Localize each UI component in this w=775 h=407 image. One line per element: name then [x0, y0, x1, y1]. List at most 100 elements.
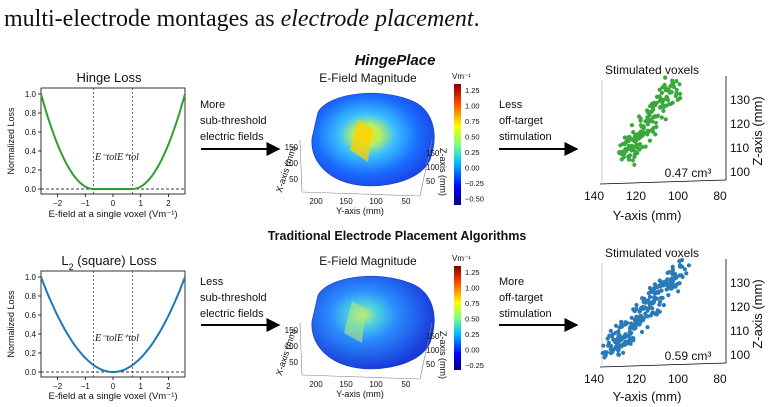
voxel-point	[670, 279, 675, 284]
voxel-point	[651, 103, 656, 109]
voxel-point	[654, 124, 659, 130]
voxel-point	[669, 90, 674, 95]
voxel-point	[667, 102, 672, 107]
brain-x-tick: 50	[402, 380, 411, 389]
voxel-point	[659, 115, 664, 120]
brain-y-tick: 100	[285, 342, 299, 351]
voxel-z-tick: 120	[730, 117, 750, 131]
voxel-point	[671, 84, 677, 90]
brain-x-tick: 50	[402, 197, 411, 206]
colorbar-tick-label: 1.25	[465, 268, 480, 277]
voxel-point	[633, 139, 639, 144]
voxel-z-tick: 100	[730, 348, 750, 362]
square-loss-curve	[40, 276, 186, 373]
voxel-point	[650, 289, 656, 294]
colorbar-tick-label: 0.75	[465, 299, 480, 308]
voxel-point	[651, 107, 656, 112]
voxel-point	[651, 115, 656, 120]
brain-x-tick: 200	[309, 380, 323, 389]
voxel-point	[660, 85, 665, 90]
voxel-point	[601, 343, 606, 348]
right-arrow-text-1: More	[499, 276, 524, 288]
voxel-x-tick: 140	[584, 189, 604, 203]
voxel-point	[653, 120, 659, 125]
intro-end: .	[474, 6, 480, 32]
voxel-z-tick: 110	[730, 141, 749, 155]
right-arrow-text-3: stimulation	[499, 308, 552, 320]
voxel-point	[640, 318, 646, 323]
brain-x-axis-label: Y-axis (mm)	[336, 206, 384, 216]
voxel-point	[614, 343, 620, 348]
voxel-point	[665, 97, 671, 103]
voxel-point	[632, 162, 637, 167]
voxel-base-line	[599, 179, 727, 185]
brain-y-tick: 150	[285, 326, 299, 335]
voxel-point	[675, 281, 680, 286]
brain-side-line	[299, 139, 303, 193]
x-tick-label: 2	[166, 382, 171, 391]
voxel-point	[629, 123, 635, 128]
brain-hotspot	[344, 301, 366, 343]
voxel-point	[658, 97, 664, 102]
voxel-point	[670, 282, 675, 288]
voxel-z-tick: 130	[730, 276, 750, 290]
voxel-cloud	[617, 75, 683, 167]
voxel-point	[636, 136, 641, 141]
voxel-point	[635, 151, 640, 156]
voxel-point	[628, 331, 633, 336]
voxel-point	[631, 147, 636, 152]
voxel-point	[608, 328, 613, 333]
voxel-point	[655, 296, 660, 301]
voxel-point	[684, 271, 689, 276]
voxel-point	[645, 108, 650, 113]
x-tick-label: 1	[138, 382, 143, 391]
brain-z-tick: 150	[426, 332, 440, 341]
voxel-point	[647, 301, 652, 306]
voxel-point	[629, 137, 635, 142]
voxel-point	[643, 311, 648, 316]
voxel-point	[677, 82, 682, 87]
voxel-point	[686, 263, 692, 268]
voxel-point	[631, 307, 636, 312]
colorbar-tick-label: −0.25	[465, 361, 484, 370]
voxel-x-axis-label: Y-axis (mm)	[613, 208, 682, 223]
row-traditional: L2 (square) Loss 0.0 0.2 0.4 0.6 0.8 1.0 −2 −1…	[6, 246, 765, 404]
voxel-point	[645, 314, 651, 319]
voxel-point	[657, 87, 662, 92]
voxel-point	[677, 259, 682, 264]
y-tick-label: 1.0	[25, 90, 37, 99]
voxel-point	[674, 87, 679, 92]
voxel-point	[666, 293, 671, 298]
y-tick-label: 0.6	[25, 128, 37, 137]
voxel-point	[621, 350, 626, 355]
brain-y-tick: 100	[285, 159, 299, 168]
loss-title: Hinge Loss	[76, 70, 142, 85]
voxel-point	[643, 300, 648, 305]
voxel-point	[677, 91, 683, 96]
voxel-point	[674, 91, 679, 96]
voxel-point	[674, 275, 679, 280]
voxel-volume: 0.47 cm³	[665, 166, 712, 180]
voxel-point	[645, 115, 650, 120]
left-arrow-text-3: electric fields	[200, 131, 264, 143]
voxel-z-axis-label: Z-axis (mm)	[750, 279, 765, 348]
voxel-point	[631, 338, 636, 343]
y-tick-label: 0.4	[25, 330, 37, 339]
etol-plus-label: E⁺tol	[116, 152, 139, 163]
brain-z-ticks: 150 100 50	[426, 149, 440, 186]
voxel-point	[639, 329, 645, 335]
voxel-point	[658, 295, 664, 300]
voxel-z-axis-label: Z-axis (mm)	[750, 96, 765, 165]
voxels-title: Stimulated voxels	[605, 63, 699, 77]
brain-y-tick: 150	[285, 143, 299, 152]
voxel-point	[677, 273, 682, 278]
voxel-point	[671, 81, 676, 86]
voxel-point	[647, 286, 653, 291]
voxel-point	[640, 144, 645, 150]
voxel-point	[645, 325, 650, 330]
voxel-point	[650, 306, 655, 311]
colorbar-ticks: 1.25 1.00 0.75 0.50 0.25 0.00 −0.25 −0.50	[465, 86, 484, 204]
brain-x-tick: 100	[369, 197, 383, 206]
brain-y-tick: 50	[289, 358, 298, 367]
voxel-x-tick: 80	[713, 189, 727, 203]
